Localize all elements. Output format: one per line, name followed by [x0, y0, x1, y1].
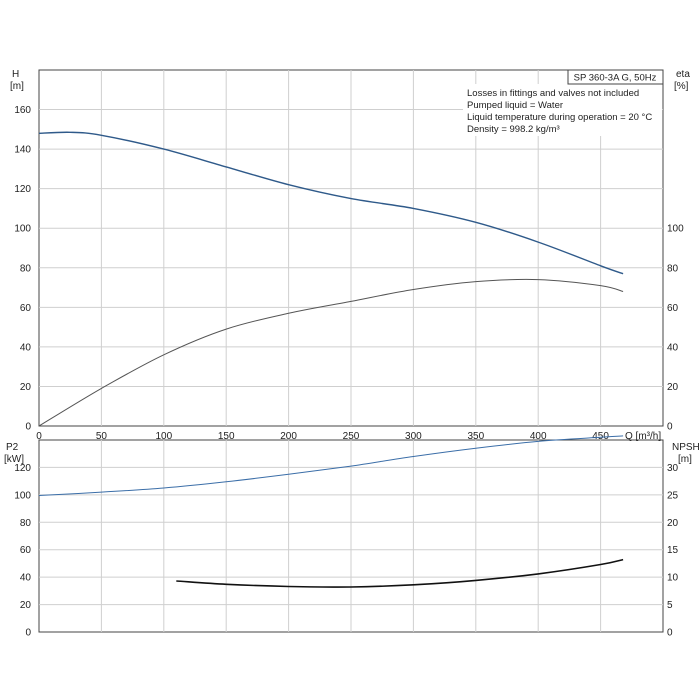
npsh-curve — [176, 558, 624, 588]
h-tick-label: 40 — [20, 342, 32, 353]
npsh-tick-label: 30 — [667, 463, 679, 474]
info-title: SP 360-3A G, 50Hz — [574, 73, 657, 84]
p2-tick-label: 40 — [20, 573, 32, 584]
eta-axis-unit: [%] — [674, 81, 689, 92]
x-axis-label: Q [m³/h] — [625, 431, 661, 442]
p2-tick-label: 120 — [14, 463, 31, 474]
p2-axis-label: P2 — [6, 442, 19, 453]
h-tick-label: 80 — [20, 263, 32, 274]
x-tick-label: 400 — [530, 431, 547, 442]
x-tick-label: 250 — [343, 431, 360, 442]
eta-tick-label: 0 — [667, 422, 673, 433]
h-tick-label: 160 — [14, 105, 31, 116]
info-background — [463, 84, 662, 136]
head-curve — [38, 131, 624, 275]
h-tick-label: 140 — [14, 145, 31, 156]
x-tick-label: 350 — [467, 431, 484, 442]
info-line: Liquid temperature during operation = 20… — [467, 112, 652, 123]
eta-tick-label: 80 — [667, 263, 679, 274]
eta-tick-label: 40 — [667, 342, 679, 353]
eta-tick-label: 20 — [667, 382, 679, 393]
p2-tick-label: 60 — [20, 545, 32, 556]
x-tick-label: 50 — [96, 431, 108, 442]
info-line: Pumped liquid = Water — [467, 100, 563, 111]
info-line: Density = 998.2 kg/m³ — [467, 124, 560, 135]
p2-axis-unit: [kW] — [4, 454, 24, 465]
npsh-axis-label: NPSH — [672, 442, 700, 453]
info-title-box — [567, 69, 664, 85]
h-tick-label: 0 — [25, 422, 31, 433]
h-tick-label: 60 — [20, 303, 32, 314]
npsh-axis-unit: [m] — [678, 454, 692, 465]
x-tick-label: 0 — [36, 431, 42, 442]
p2-tick-label: 20 — [20, 600, 32, 611]
x-tick-label: 450 — [592, 431, 609, 442]
h-axis-unit: [m] — [10, 81, 24, 92]
p2-tick-label: 100 — [14, 490, 31, 501]
eta-tick-label: 100 — [667, 224, 684, 235]
eta-tick-label: 60 — [667, 303, 679, 314]
h-tick-label: 100 — [14, 224, 31, 235]
npsh-tick-label: 5 — [667, 600, 673, 611]
x-tick-label: 200 — [280, 431, 297, 442]
x-tick-label: 150 — [218, 431, 235, 442]
h-axis-label: H — [12, 69, 19, 80]
h-tick-label: 120 — [14, 184, 31, 195]
x-tick-label: 100 — [155, 431, 172, 442]
p2-tick-label: 0 — [25, 628, 31, 639]
efficiency-curve — [38, 278, 624, 427]
npsh-tick-label: 20 — [667, 518, 679, 529]
npsh-tick-label: 25 — [667, 490, 679, 501]
info-line: Losses in fittings and valves not includ… — [467, 88, 639, 99]
npsh-tick-label: 15 — [667, 545, 679, 556]
npsh-tick-label: 10 — [667, 573, 679, 584]
x-tick-label: 300 — [405, 431, 422, 442]
power-curve — [38, 435, 624, 496]
p2-tick-label: 80 — [20, 518, 32, 529]
npsh-tick-label: 0 — [667, 628, 673, 639]
h-tick-label: 20 — [20, 382, 32, 393]
eta-axis-label: eta — [676, 69, 690, 80]
